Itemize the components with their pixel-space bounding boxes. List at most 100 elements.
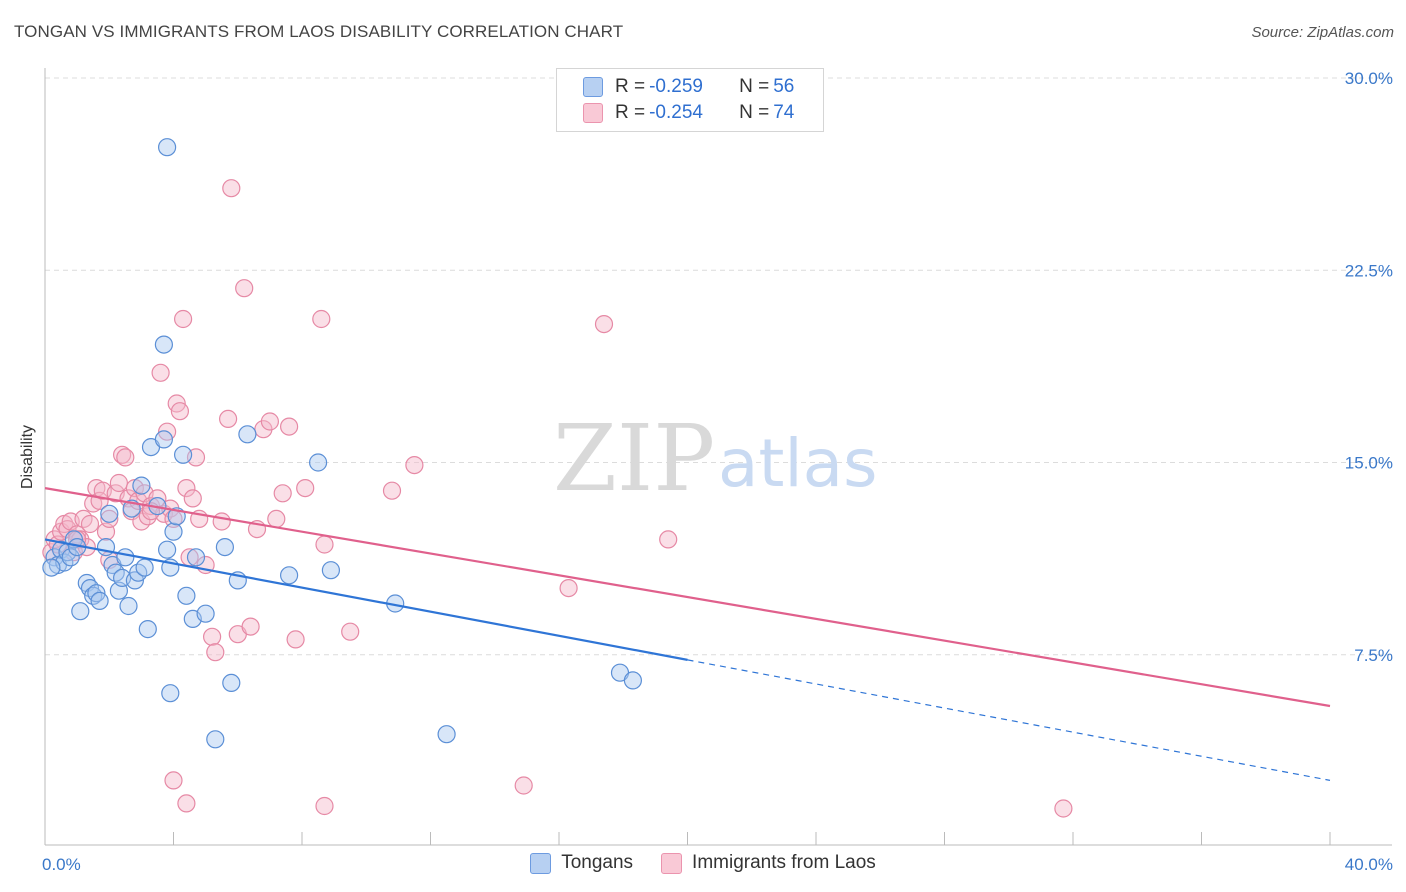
laos-point-61 bbox=[296, 479, 315, 498]
tongans-point-44 bbox=[215, 537, 234, 557]
tongans-legend-swatch bbox=[530, 852, 552, 874]
laos-point-68 bbox=[594, 315, 614, 334]
y-axis-title: Disability bbox=[19, 425, 36, 489]
laos-legend-swatch bbox=[661, 852, 683, 874]
tongans-point-38 bbox=[174, 445, 193, 464]
correlation-legend: R = -0.259 N = 56 R = -0.254 N = 74 bbox=[556, 68, 824, 132]
legend-item-laos: Immigrants from Laos bbox=[661, 852, 876, 874]
source-credit: Source: ZipAtlas.com bbox=[1251, 24, 1394, 41]
y-tick-label-0: 7.5% bbox=[1354, 646, 1393, 665]
laos-swatch bbox=[583, 103, 603, 123]
laos-point-20 bbox=[109, 473, 129, 493]
laos-point-52 bbox=[235, 279, 254, 298]
tongans-point-55 bbox=[42, 558, 61, 577]
tongans-point-41 bbox=[186, 548, 206, 567]
legend-n-value: 56 bbox=[773, 76, 795, 97]
tongans-point-49 bbox=[309, 453, 328, 472]
tongans-point-54 bbox=[623, 671, 643, 690]
legend-n-label: N = bbox=[739, 102, 770, 123]
tongans-point-27 bbox=[138, 619, 157, 639]
laos-point-72 bbox=[315, 796, 334, 816]
tick-labels: 7.5% 15.0% 22.5% 30.0% 0.0% 40.0% bbox=[42, 69, 1393, 874]
laos-point-53 bbox=[241, 617, 260, 636]
tongans-point-26 bbox=[135, 558, 154, 577]
laos-point-47 bbox=[206, 643, 225, 662]
laos-point-40 bbox=[177, 479, 196, 498]
laos-point-56 bbox=[260, 412, 279, 431]
legend-label-laos: Immigrants from Laos bbox=[692, 852, 876, 873]
laos-point-46 bbox=[203, 627, 222, 646]
laos-point-64 bbox=[341, 622, 360, 641]
laos-point-38 bbox=[170, 402, 189, 421]
laos-point-32 bbox=[151, 363, 170, 382]
tongans-point-5 bbox=[61, 548, 80, 567]
laos-point-59 bbox=[280, 417, 299, 436]
tongans-points bbox=[42, 138, 643, 749]
legend-item-tongans: Tongans bbox=[530, 852, 633, 874]
axes bbox=[44, 68, 1392, 846]
chart-title: TONGAN VS IMMIGRANTS FROM LAOS DISABILIT… bbox=[14, 22, 624, 41]
legend-r-value: -0.254 bbox=[649, 102, 703, 123]
laos-point-71 bbox=[177, 794, 196, 813]
legend-row-tongans: R = -0.259 N = 56 bbox=[583, 75, 794, 99]
laos-point-66 bbox=[405, 456, 424, 475]
tongans-point-15 bbox=[100, 504, 119, 523]
laos-point-12 bbox=[80, 514, 100, 534]
tongans-point-42 bbox=[196, 604, 215, 623]
laos-point-39 bbox=[174, 309, 193, 329]
legend-r-label: R = bbox=[615, 76, 646, 97]
tongans-point-39 bbox=[177, 586, 196, 605]
tongans-trendline-extension bbox=[687, 659, 1331, 781]
laos-point-49 bbox=[219, 409, 238, 428]
tongans-swatch bbox=[583, 77, 603, 97]
legend-row-laos: R = -0.254 N = 74 bbox=[583, 101, 794, 125]
tongans-point-31 bbox=[158, 540, 177, 559]
laos-point-57 bbox=[267, 509, 286, 529]
laos-trendline bbox=[44, 487, 1331, 708]
tongans-point-52 bbox=[437, 725, 456, 744]
tongans-point-21 bbox=[119, 596, 138, 616]
laos-point-50 bbox=[222, 179, 241, 198]
laos-point-48 bbox=[212, 512, 231, 531]
laos-point-60 bbox=[286, 630, 305, 649]
laos-point-63 bbox=[315, 535, 334, 554]
y-tick-label-3: 30.0% bbox=[1345, 69, 1393, 88]
laos-point-69 bbox=[659, 530, 678, 549]
laos-point-22 bbox=[116, 448, 135, 467]
tongans-point-8 bbox=[71, 602, 90, 621]
tongans-point-35 bbox=[154, 335, 173, 354]
legend-label-tongans: Tongans bbox=[561, 852, 634, 873]
laos-point-58 bbox=[273, 484, 292, 503]
legend-r-label: R = bbox=[615, 102, 646, 123]
tongans-point-20 bbox=[116, 548, 135, 567]
tongans-trendline bbox=[44, 538, 688, 661]
laos-point-42 bbox=[183, 489, 202, 508]
tongans-point-45 bbox=[222, 673, 241, 693]
laos-point-21 bbox=[112, 445, 132, 464]
laos-point-70 bbox=[164, 771, 183, 790]
tongans-point-30 bbox=[154, 430, 173, 449]
tongans-point-25 bbox=[132, 476, 151, 495]
trend-lines bbox=[44, 487, 1331, 781]
tongans-point-36 bbox=[161, 684, 180, 703]
grid-lines bbox=[45, 77, 1392, 656]
y-tick-label-2: 22.5% bbox=[1345, 261, 1393, 280]
watermark-atlas: atlas bbox=[718, 425, 878, 502]
tongans-point-13 bbox=[90, 591, 109, 611]
y-tick-label-1: 15.0% bbox=[1345, 454, 1393, 473]
laos-point-74 bbox=[1054, 799, 1073, 818]
tongans-point-34 bbox=[158, 138, 177, 157]
series-legend: Tongans Immigrants from Laos bbox=[0, 852, 1406, 874]
legend-r-value: -0.259 bbox=[649, 76, 703, 97]
laos-point-18 bbox=[100, 509, 119, 529]
laos-point-65 bbox=[382, 481, 402, 500]
tongans-point-50 bbox=[321, 561, 340, 580]
x-tick-label-1: 40.0% bbox=[1345, 855, 1393, 874]
laos-point-67 bbox=[559, 578, 578, 598]
x-tick-label-0: 0.0% bbox=[42, 855, 81, 874]
watermark-zip: ZIP bbox=[553, 405, 715, 512]
laos-point-62 bbox=[312, 309, 331, 329]
tongans-point-47 bbox=[238, 425, 257, 444]
tongans-point-48 bbox=[280, 566, 299, 585]
